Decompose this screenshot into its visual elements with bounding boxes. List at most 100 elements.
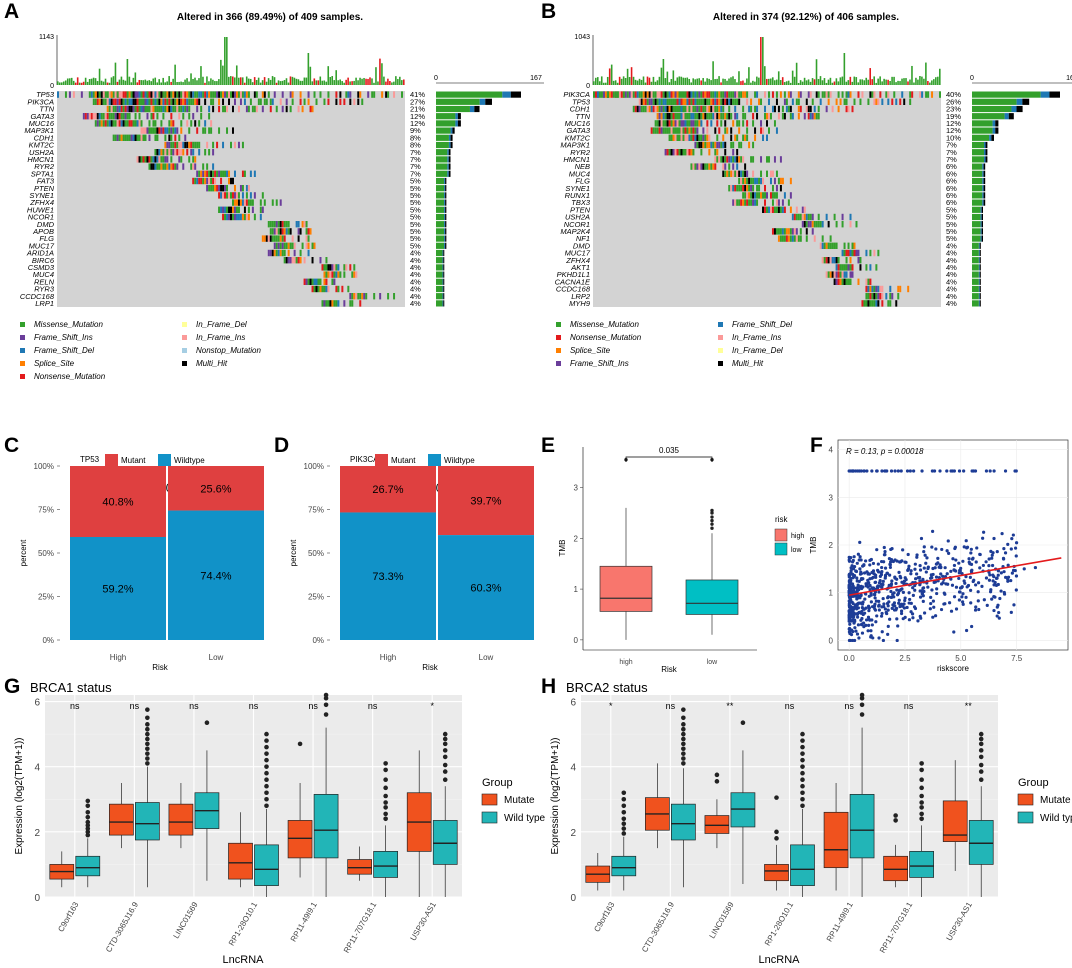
mutation-cell bbox=[325, 271, 328, 278]
mutation-cell bbox=[777, 206, 780, 213]
scatter-point bbox=[903, 615, 907, 619]
legend-label: In_Frame_Del bbox=[196, 320, 247, 329]
side-bar-multihit bbox=[995, 120, 999, 127]
mutation-cell bbox=[265, 235, 268, 242]
tmb-bar bbox=[696, 78, 698, 85]
mutation-cell bbox=[170, 127, 173, 134]
mutation-cell bbox=[237, 213, 240, 221]
tmb-bar bbox=[781, 77, 784, 85]
outlier bbox=[978, 762, 984, 768]
mutation-cell bbox=[718, 113, 721, 120]
mutation-cell bbox=[666, 127, 669, 134]
mutation-cell bbox=[249, 199, 252, 206]
mutation-cell bbox=[837, 271, 840, 278]
mutation-cell bbox=[226, 127, 229, 134]
mutation-cell bbox=[660, 127, 663, 134]
mutation-cell bbox=[716, 98, 719, 105]
mutation-cell bbox=[807, 113, 810, 120]
tmb-bar bbox=[630, 67, 633, 85]
mutation-cell bbox=[807, 213, 810, 221]
mutation-cell bbox=[158, 163, 161, 170]
mutation-cell bbox=[594, 91, 597, 98]
mutation-cell bbox=[746, 199, 749, 206]
gene-label: PKHD1L1 bbox=[557, 270, 590, 279]
mutation-cell bbox=[801, 206, 804, 213]
scatter-point bbox=[907, 564, 911, 568]
box bbox=[704, 815, 730, 834]
scatter-point bbox=[848, 469, 852, 473]
y-tick-label: 2 bbox=[574, 534, 579, 543]
mutation-cell bbox=[879, 293, 882, 300]
side-bar-multihit bbox=[979, 278, 981, 285]
mutation-cell bbox=[779, 206, 782, 213]
scatter-point bbox=[960, 595, 964, 599]
outlier bbox=[264, 777, 269, 783]
tmb-bar bbox=[939, 68, 941, 85]
tmb-bar bbox=[716, 78, 718, 85]
mutation-cell bbox=[680, 134, 683, 141]
side-bar-fsd bbox=[444, 235, 446, 242]
mutation-cell bbox=[124, 98, 127, 105]
mutation-cell bbox=[873, 249, 876, 257]
scatter-point bbox=[868, 618, 872, 622]
scatter-point bbox=[898, 603, 902, 607]
scatter-point bbox=[987, 564, 991, 568]
scatter-point bbox=[892, 591, 896, 595]
mutation-cell bbox=[233, 185, 236, 192]
mutation-cell bbox=[228, 206, 231, 213]
mutation-cell bbox=[305, 228, 308, 235]
tmb-bar bbox=[401, 80, 403, 85]
side-bar-multihit bbox=[448, 156, 451, 163]
scatter-point bbox=[973, 608, 978, 612]
gene-label: RYR2 bbox=[570, 148, 591, 157]
tmb-bar bbox=[923, 78, 925, 85]
mutation-cell bbox=[773, 192, 776, 199]
mutation-cell bbox=[710, 163, 713, 170]
mutation-cell bbox=[851, 105, 854, 113]
mutation-cell bbox=[754, 105, 757, 113]
scatter-point bbox=[856, 552, 860, 556]
side-axis-max: 161 bbox=[1066, 75, 1072, 82]
mutation-cell bbox=[752, 120, 755, 127]
mutation-cell bbox=[301, 105, 304, 113]
mutation-cell bbox=[116, 91, 119, 98]
mutation-cell bbox=[801, 213, 804, 221]
mutation-cell bbox=[706, 91, 709, 98]
scatter-point bbox=[1011, 568, 1016, 572]
mutation-cell bbox=[841, 91, 844, 98]
mutation-cell bbox=[734, 113, 737, 120]
legend-label: Splice_Site bbox=[34, 359, 75, 368]
mutation-cell bbox=[710, 120, 713, 127]
mutation-cell bbox=[750, 177, 753, 185]
mutation-cell bbox=[809, 113, 812, 120]
side-bar-fsd bbox=[444, 185, 446, 192]
mutation-cell bbox=[192, 141, 195, 149]
mutation-cell bbox=[716, 156, 719, 163]
side-bar-multihit bbox=[983, 185, 986, 192]
mutation-cell bbox=[315, 98, 318, 105]
mutation-cell bbox=[200, 170, 203, 177]
gene-percent: 21% bbox=[410, 105, 425, 114]
x-tick-label: High bbox=[110, 653, 126, 662]
scatter-point bbox=[880, 565, 884, 570]
mutation-cell bbox=[748, 192, 751, 199]
mutation-cell bbox=[178, 156, 181, 163]
mutation-cell bbox=[754, 134, 757, 141]
mutation-cell bbox=[243, 213, 246, 221]
mutation-cell bbox=[750, 192, 753, 199]
x-tick-label: 2.5 bbox=[899, 654, 911, 663]
outlier bbox=[383, 811, 388, 817]
scatter-point bbox=[847, 609, 851, 613]
mutation-cell bbox=[293, 242, 296, 249]
mutation-cell bbox=[676, 91, 679, 98]
mutation-cell bbox=[736, 199, 739, 206]
mutation-cell bbox=[233, 206, 236, 213]
y-tick-label: 6 bbox=[34, 698, 40, 709]
mutation-cell bbox=[170, 98, 173, 105]
side-bar-fsd bbox=[992, 127, 996, 134]
mutation-cell bbox=[644, 98, 647, 105]
legend-swatch bbox=[182, 322, 187, 327]
mutation-cell bbox=[148, 163, 151, 170]
legend-label: In_Frame_Del bbox=[732, 346, 783, 355]
mutation-cell bbox=[720, 141, 723, 149]
